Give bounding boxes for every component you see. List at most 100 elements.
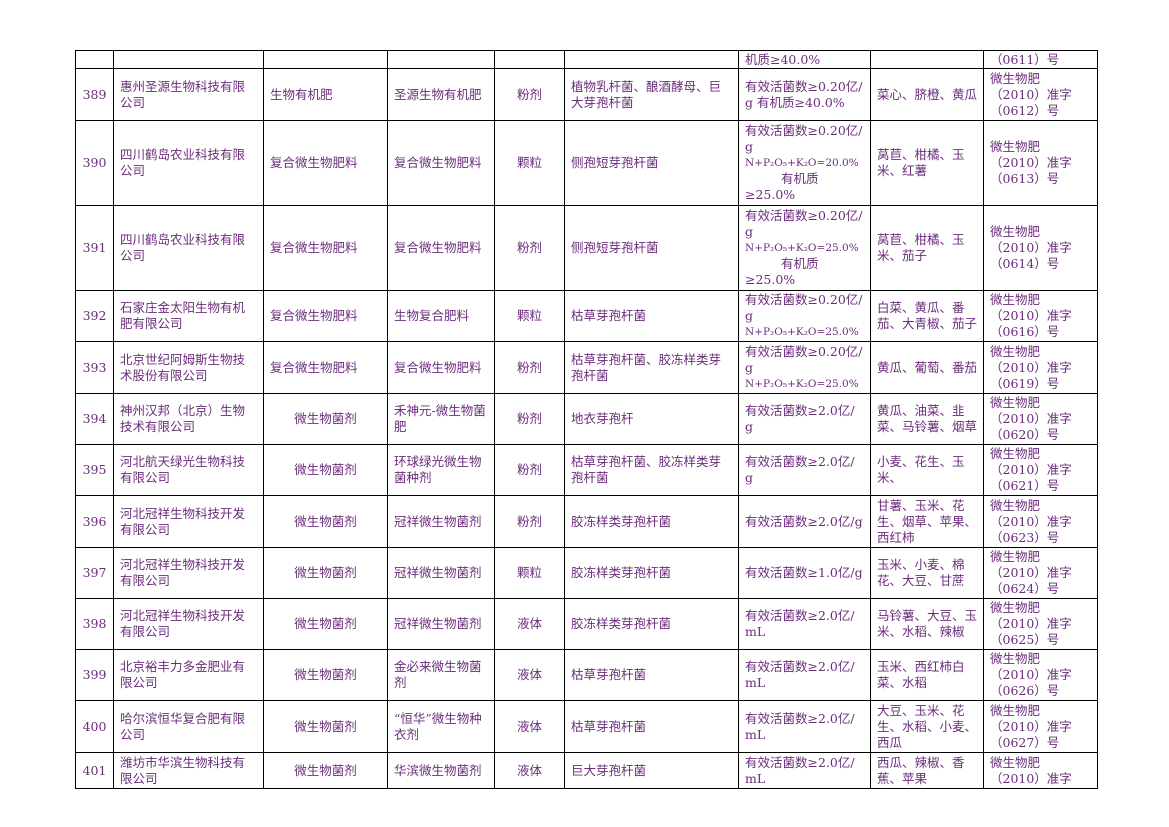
cell-indicator: 有效活菌数≥1.0亿/g bbox=[738, 547, 871, 599]
cell-crops: 黄瓜、油菜、韭菜、马铃薯、烟草 bbox=[870, 393, 984, 445]
indicator-line: ≥25.0% bbox=[745, 187, 796, 202]
cell-strain: 枯草芽孢杆菌 bbox=[564, 700, 739, 753]
cell-strain: 巨大芽孢杆菌 bbox=[564, 752, 739, 789]
cell-company: 潍坊市华滨生物科技有限公司 bbox=[113, 752, 264, 789]
cell-indicator: 机质≥40.0% bbox=[738, 50, 871, 69]
cell-crops: 莴苣、柑橘、玉米、红薯 bbox=[870, 120, 984, 206]
cell-company: 神州汉邦（北京）生物技术有限公司 bbox=[113, 393, 264, 445]
indicator-line: N+P₂O₅+K₂O=25.0% bbox=[745, 242, 859, 254]
cell-strain: 地衣芽孢杆 bbox=[564, 393, 739, 445]
cell-product: “恒华”微生物种衣剂 bbox=[387, 700, 495, 753]
cell-no: 401 bbox=[75, 752, 114, 789]
reg-no-line: 微生物肥 bbox=[990, 651, 1041, 666]
cell-form: 粉剂 bbox=[494, 68, 565, 121]
reg-no-line: 微生物肥 bbox=[990, 395, 1041, 410]
reg-no-line: （2010）准字 bbox=[990, 616, 1072, 631]
indicator-line: 有效活菌数≥2.0亿/g bbox=[745, 513, 863, 529]
cell-reg-no: 微生物肥 （2010）准字 （0624）号 bbox=[983, 547, 1098, 599]
cell-reg-no: 微生物肥 （2010）准字 bbox=[983, 752, 1098, 789]
cell-no: 400 bbox=[75, 700, 114, 753]
indicator-line: N+P₂O₅+K₂O=25.0% bbox=[745, 326, 859, 338]
cell-form: 粉剂 bbox=[494, 444, 565, 496]
cell-strain: 枯草芽孢杆菌 bbox=[564, 649, 739, 701]
cell-product: 禾神元-微生物菌肥 bbox=[387, 393, 495, 445]
cell-no: 395 bbox=[75, 444, 114, 496]
cell-indicator: 有效活菌数≥2.0亿/mL bbox=[738, 700, 871, 753]
cell-no: 392 bbox=[75, 290, 114, 342]
cell-strain: 植物乳杆菌、酿酒酵母、巨大芽孢杆菌 bbox=[564, 68, 739, 121]
cell-type: 微生物菌剂 bbox=[263, 495, 388, 548]
cell-strain: 枯草芽孢杆菌 bbox=[564, 290, 739, 342]
cell-form: 液体 bbox=[494, 649, 565, 701]
indicator-line: N+P₂O₅+K₂O=20.0% bbox=[745, 157, 859, 169]
cell-form: 液体 bbox=[494, 700, 565, 753]
cell-reg-no: 微生物肥 （2010）准字 （0627）号 bbox=[983, 700, 1098, 753]
reg-no-line: （0624）号 bbox=[990, 581, 1060, 596]
table-row: 397 河北冠祥生物科技开发有限公司 微生物菌剂 冠祥微生物菌剂 颗粒 胶冻样类芽孢杆菌有… bbox=[75, 547, 1098, 599]
cell-indicator: 有效活菌数≥0.20亿/g 有机质≥40.0% bbox=[738, 68, 871, 121]
cell-strain: 枯草芽孢杆菌、胶冻样类芽孢杆菌 bbox=[564, 341, 739, 394]
cell-reg-no: 微生物肥 （2010）准字 （0620）号 bbox=[983, 393, 1098, 445]
cell-product bbox=[387, 50, 495, 69]
table-row: 393 北京世纪阿姆斯生物技术股份有限公司 复合微生物肥料 复合微生物肥料 粉剂 枯草芽孢… bbox=[75, 341, 1098, 394]
indicator-line: 有效活菌数≥0.20亿/g bbox=[745, 343, 863, 375]
cell-company: 哈尔滨恒华复合肥有限公司 bbox=[113, 700, 264, 753]
indicator-line: 有机质 bbox=[781, 256, 819, 271]
cell-crops bbox=[870, 50, 984, 69]
cell-company: 四川鹤岛农业科技有限公司 bbox=[113, 205, 264, 291]
registration-table: 机质≥40.0% （0611）号 389 惠州圣源生物科技有限公司 生物有机肥 圣源生… bbox=[75, 50, 1098, 789]
reg-no-line: （2010）准字 bbox=[990, 155, 1072, 170]
reg-no-line: （0620）号 bbox=[990, 427, 1060, 442]
reg-no-line: （2010）准字 bbox=[990, 770, 1072, 786]
cell-indicator: 有效活菌数≥0.20亿/g N+P₂O₅+K₂O=25.0% bbox=[738, 290, 871, 342]
reg-no-line: 微生物肥 bbox=[990, 343, 1041, 359]
reg-no-line: 微生物肥 bbox=[990, 70, 1041, 86]
table-row: 399 北京裕丰力多金肥业有限公司 微生物菌剂 金必来微生物菌剂 液体 枯草芽孢杆菌 有效活… bbox=[75, 649, 1098, 701]
reg-no-line: （2010）准字 bbox=[990, 240, 1072, 255]
reg-no-line: 微生物肥 bbox=[990, 702, 1041, 718]
cell-no: 394 bbox=[75, 393, 114, 445]
cell-product: 圣源生物有机肥 bbox=[387, 68, 495, 121]
reg-no-line: （2010）准字 bbox=[990, 308, 1072, 323]
cell-crops: 玉米、小麦、棉花、大豆、甘蔗 bbox=[870, 547, 984, 599]
cell-indicator: 有效活菌数≥2.0亿/ g bbox=[738, 393, 871, 445]
cell-indicator: 有效活菌数≥2.0亿/mL bbox=[738, 649, 871, 701]
reg-no-line: （2010）准字 bbox=[990, 667, 1072, 682]
reg-no-line: （0619）号 bbox=[990, 375, 1060, 391]
cell-type: 微生物菌剂 bbox=[263, 547, 388, 599]
cell-form: 粉剂 bbox=[494, 341, 565, 394]
cell-crops: 白菜、黄瓜、番茄、大青椒、茄子 bbox=[870, 290, 984, 342]
table-body: 机质≥40.0% （0611）号 389 惠州圣源生物科技有限公司 生物有机肥 圣源生… bbox=[75, 50, 1098, 789]
cell-type: 微生物菌剂 bbox=[263, 649, 388, 701]
cell-company: 惠州圣源生物科技有限公司 bbox=[113, 68, 264, 121]
cell-company bbox=[113, 50, 264, 69]
table-row: 391 四川鹤岛农业科技有限公司 复合微生物肥料 复合微生物肥料 粉剂 侧孢短芽孢杆菌 有效… bbox=[75, 205, 1098, 291]
reg-no-line: 微生物肥 bbox=[990, 754, 1041, 770]
cell-reg-no: 微生物肥 （2010）准字 （0614）号 bbox=[983, 205, 1098, 291]
reg-no-line: 微生物肥 bbox=[990, 224, 1041, 239]
cell-product: 复合微生物肥料 bbox=[387, 120, 495, 206]
reg-no-line: 微生物肥 bbox=[990, 497, 1041, 513]
cell-type: 微生物菌剂 bbox=[263, 752, 388, 789]
cell-strain: 侧孢短芽孢杆菌 bbox=[564, 120, 739, 206]
indicator-line: N+P₂O₅+K₂O=25.0% bbox=[745, 377, 859, 390]
cell-type: 复合微生物肥料 bbox=[263, 120, 388, 206]
reg-no-line: 微生物肥 bbox=[990, 600, 1041, 615]
cell-product: 华滨微生物菌剂 bbox=[387, 752, 495, 789]
cell-form: 液体 bbox=[494, 598, 565, 650]
indicator-line: 有效活菌数≥2.0亿/mL bbox=[745, 659, 855, 690]
reg-no-line: （0626）号 bbox=[990, 683, 1060, 698]
cell-type: 微生物菌剂 bbox=[263, 700, 388, 753]
cell-crops: 菜心、脐橙、黄瓜 bbox=[870, 68, 984, 121]
cell-strain: 胶冻样类芽孢杆菌 bbox=[564, 547, 739, 599]
cell-no: 396 bbox=[75, 495, 114, 548]
cell-reg-no: 微生物肥 （2010）准字 （0625）号 bbox=[983, 598, 1098, 650]
cell-strain: 胶冻样类芽孢杆菌 bbox=[564, 598, 739, 650]
cell-no bbox=[75, 50, 114, 69]
cell-reg-no: 微生物肥 （2010）准字 （0621）号 bbox=[983, 444, 1098, 496]
table-row: 394 神州汉邦（北京）生物技术有限公司 微生物菌剂 禾神元-微生物菌肥 粉剂 地衣芽孢杆… bbox=[75, 393, 1098, 445]
table-row: 389 惠州圣源生物科技有限公司 生物有机肥 圣源生物有机肥 粉剂 植物乳杆菌、酿酒酵母、… bbox=[75, 68, 1098, 121]
cell-strain: 侧孢短芽孢杆菌 bbox=[564, 205, 739, 291]
indicator-line: 有效活菌数≥2.0亿/ g bbox=[745, 403, 855, 434]
cell-no: 397 bbox=[75, 547, 114, 599]
